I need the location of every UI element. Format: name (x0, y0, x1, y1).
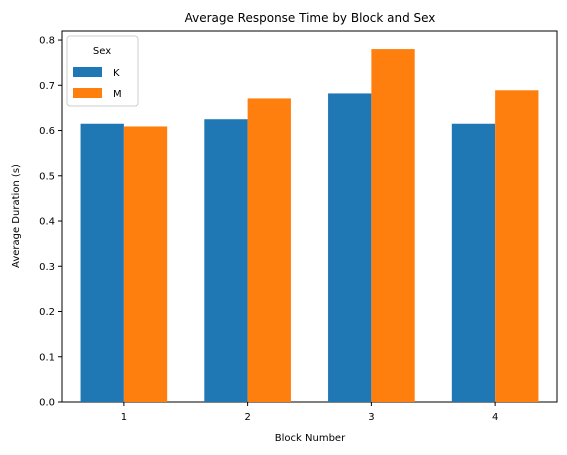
y-tick-label: 0.0 (39, 398, 55, 409)
legend-swatch-K (73, 67, 102, 77)
legend: Sex KM (66, 35, 139, 107)
x-tick-label: 3 (368, 412, 374, 423)
legend-label-M: M (113, 89, 122, 100)
y-tick-label: 0.7 (39, 81, 55, 92)
y-axis-ticks: 0.0 0.1 0.2 0.3 0.4 0.5 0.6 0.7 0.8 (39, 36, 62, 409)
chart-title: Average Response Time by Block and Sex (185, 11, 436, 25)
y-tick-label: 0.2 (39, 307, 55, 318)
legend-title: Sex (93, 46, 111, 57)
x-tick-label: 4 (492, 412, 498, 423)
plot-area: 0.0 0.1 0.2 0.3 0.4 0.5 0.6 0.7 0.8 1 2 3 4 (39, 30, 558, 423)
y-tick-label: 0.1 (39, 352, 55, 363)
legend-label-K: K (113, 68, 120, 79)
bar-M-4 (495, 90, 539, 403)
y-tick-label: 0.5 (39, 171, 55, 182)
legend-swatch-M (73, 88, 102, 98)
x-tick-label: 2 (244, 412, 250, 423)
x-tick-label: 1 (121, 412, 127, 423)
y-tick-label: 0.8 (39, 36, 55, 47)
bar-K-4 (451, 123, 496, 402)
y-tick-label: 0.3 (39, 262, 55, 273)
x-axis-ticks: 1 2 3 4 (121, 402, 498, 423)
bar-K-3 (328, 93, 372, 402)
bar-M-1 (123, 126, 168, 403)
bar-K-1 (80, 123, 124, 402)
bars (80, 49, 539, 403)
x-axis-label: Block Number (275, 433, 346, 444)
y-axis-label: Average Duration (s) (11, 164, 22, 268)
y-tick-label: 0.4 (39, 217, 55, 228)
bar-M-2 (247, 98, 291, 402)
bar-M-3 (371, 49, 415, 402)
bar-K-2 (204, 119, 248, 402)
y-tick-label: 0.6 (39, 126, 55, 137)
legend-items: KM (73, 67, 122, 100)
plot-frame (61, 30, 558, 403)
